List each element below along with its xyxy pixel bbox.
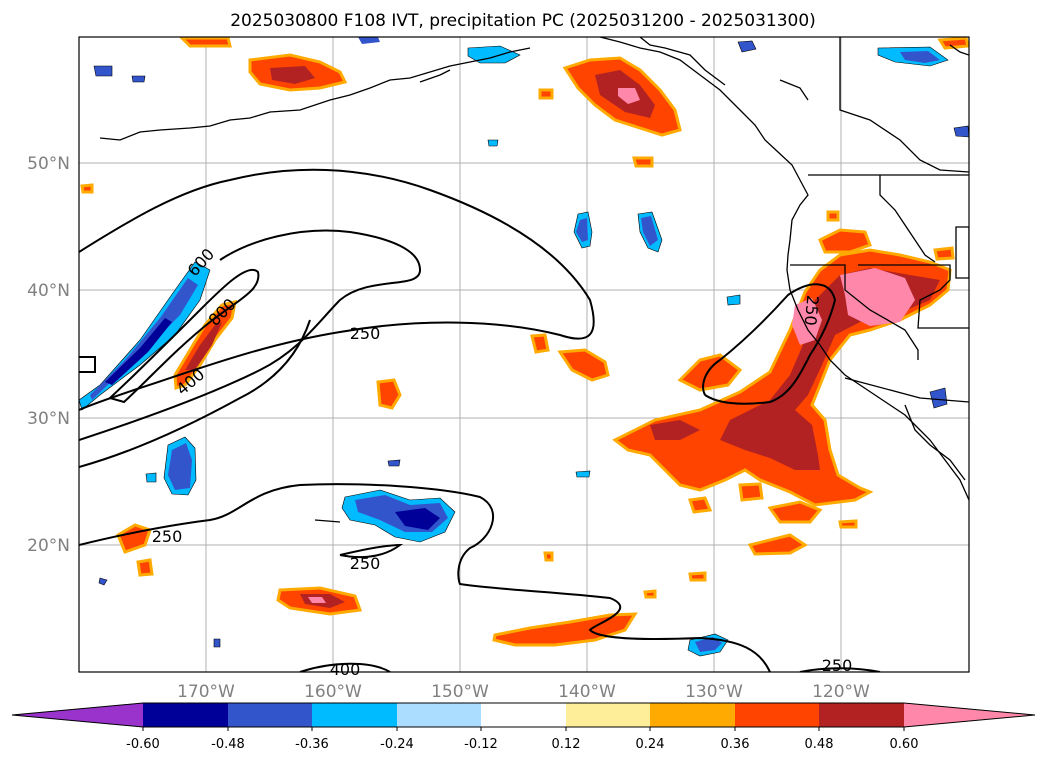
positive-precip-shading xyxy=(80,37,969,647)
contour-label: 400 xyxy=(330,660,361,679)
colorbar-segment xyxy=(735,703,819,727)
longitude-labels: 170°W 160°W 150°W 140°W 130°W 120°W xyxy=(177,682,870,702)
colorbar-tick-label: 0.36 xyxy=(721,737,750,752)
colorbar: -0.60 -0.48 -0.36 -0.24 -0.12 0.12 0.24 … xyxy=(11,702,1036,752)
lat-label: 50°N xyxy=(27,154,70,174)
coastlines xyxy=(99,37,969,523)
colorbar-tick-label: 0.60 xyxy=(890,737,919,752)
lat-label: 30°N xyxy=(27,409,70,429)
contour-label: 250 xyxy=(822,656,853,675)
ivt-contours xyxy=(79,168,881,672)
contour-label: 250 xyxy=(350,324,381,343)
contour-label: 250 xyxy=(801,294,823,326)
lon-label: 170°W xyxy=(177,682,235,702)
colorbar-segment xyxy=(397,703,481,727)
colorbar-segment xyxy=(312,703,397,727)
contour-label: 250 xyxy=(350,554,381,573)
colorbar-tick-label: -0.36 xyxy=(295,737,329,752)
contour-label: 250 xyxy=(152,527,183,546)
colorbar-tick-label: -0.60 xyxy=(126,737,160,752)
colorbar-tick-label: 0.12 xyxy=(552,737,581,752)
colorbar-tick-label: 0.48 xyxy=(805,737,834,752)
colorbar-segment xyxy=(143,703,228,727)
colorbar-extend-high xyxy=(904,703,1035,727)
latitude-labels: 50°N 40°N 30°N 20°N xyxy=(27,154,70,556)
lat-label: 40°N xyxy=(27,281,70,301)
negative-precip-shading xyxy=(79,37,969,657)
colorbar-tick-label: -0.12 xyxy=(464,737,498,752)
colorbar-segment xyxy=(650,703,735,727)
colorbar-segment xyxy=(566,703,650,727)
lon-label: 130°W xyxy=(685,682,743,702)
colorbar-tick-label: 0.24 xyxy=(636,737,665,752)
lon-label: 120°W xyxy=(812,682,870,702)
map-title: 2025030800 F108 IVT, precipitation PC (2… xyxy=(230,11,816,31)
colorbar-tick-label: -0.24 xyxy=(380,737,414,752)
lat-label: 20°N xyxy=(27,536,70,556)
map-frame xyxy=(78,36,970,673)
lon-label: 140°W xyxy=(558,682,616,702)
colorbar-segment xyxy=(481,703,566,727)
map-layers xyxy=(79,37,969,672)
colorbar-segment xyxy=(228,703,312,727)
lon-label: 160°W xyxy=(304,682,362,702)
colorbar-tick-label: -0.48 xyxy=(211,737,245,752)
colorbar-segment xyxy=(819,703,904,727)
lon-label: 150°W xyxy=(431,682,489,702)
colorbar-extend-low xyxy=(12,703,143,727)
